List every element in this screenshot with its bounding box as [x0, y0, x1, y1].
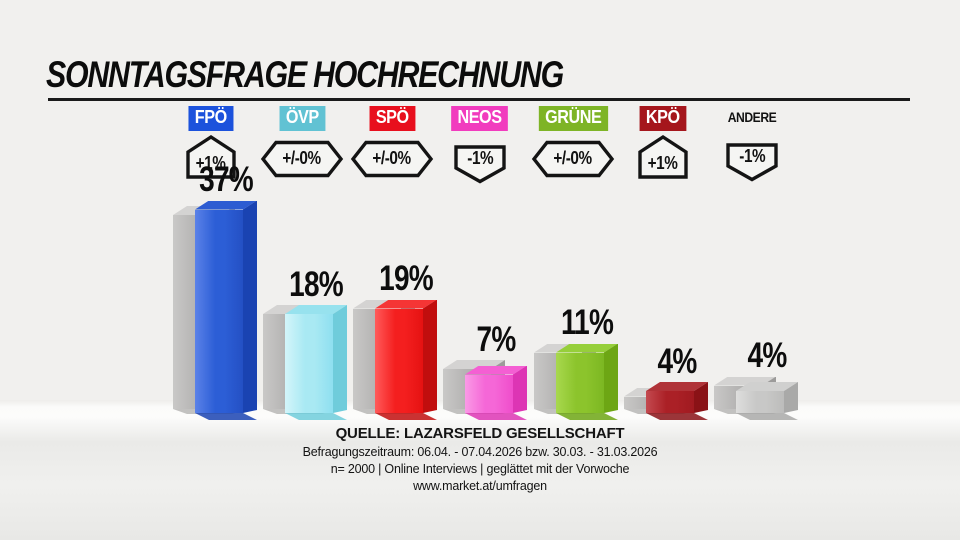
hexagon-shape-icon [260, 140, 344, 177]
change-value: -1% [739, 145, 765, 166]
current-value-bar [556, 343, 618, 420]
party-column-ovp: ÖVP +/-0% [257, 106, 347, 178]
party-name-badge: GRÜNE [538, 106, 608, 131]
party-column-gruene: GRÜNE +/-0% [528, 106, 618, 178]
party-column-kpo: KPÖ +1% [618, 106, 708, 180]
change-value: +/-0% [372, 148, 412, 169]
current-value-bar [646, 382, 708, 420]
floor-background [0, 400, 960, 540]
value-label: 4% [747, 336, 788, 375]
trend-neutral-badge: +/-0% [260, 140, 344, 178]
title-underline [48, 98, 910, 101]
current-value-bar [375, 299, 437, 420]
change-value: +1% [196, 153, 226, 174]
party-name-badge: KPÖ [639, 106, 687, 131]
current-value-bar [736, 382, 798, 420]
change-value: +1% [648, 153, 678, 174]
change-value: +/-0% [553, 148, 593, 169]
trend-up-badge: +1% [637, 134, 689, 180]
value-label: 4% [657, 341, 698, 381]
value-label: 11% [560, 303, 614, 342]
sample-info-line: n= 2000 | Online Interviews | geglättet … [330, 462, 630, 476]
party-column-spo: SPÖ +/-0% [347, 106, 437, 178]
change-value: -1% [467, 147, 493, 168]
value-label: 18% [289, 264, 343, 304]
arrow-up-shape-icon [186, 134, 236, 179]
arrow-down-shape-icon [454, 145, 506, 184]
trend-neutral-badge: +/-0% [350, 140, 434, 178]
arrow-up-shape-icon [638, 134, 688, 179]
party-name-badge: SPÖ [369, 106, 415, 131]
party-column-andere: ANDERE -1% [707, 106, 797, 182]
party-name-badge: NEOS [451, 106, 509, 131]
hexagon-shape-icon [350, 140, 434, 177]
value-label: 37% [199, 160, 253, 199]
survey-period-line: Befragungszeitraum: 06.04. - 07.04.2026 … [302, 445, 658, 459]
source-line: QUELLE: LAZARSFELD GESELLSCHAFT [335, 425, 625, 442]
trend-neutral-badge: +/-0% [531, 140, 615, 178]
hexagon-shape-icon [531, 140, 615, 177]
change-value: +/-0% [282, 148, 322, 169]
page-title: SONNTAGSFRAGE HOCHRECHNUNG [46, 54, 564, 95]
trend-down-badge: -1% [453, 144, 507, 184]
party-column-fpo: FPÖ +1% [166, 106, 256, 180]
current-value-bar [195, 200, 257, 420]
current-value-bar [285, 305, 347, 420]
trend-up-badge: +1% [185, 134, 237, 180]
current-value-bar [465, 365, 527, 420]
source-block: QUELLE: LAZARSFELD GESELLSCHAFT Befragun… [0, 425, 960, 493]
party-column-neos: NEOS -1% [435, 106, 525, 184]
party-name-badge: ÖVP [279, 106, 325, 131]
value-label: 7% [476, 319, 517, 359]
arrow-down-shape-icon [726, 143, 778, 182]
party-name-label: ANDERE [727, 110, 777, 125]
party-name-badge: FPÖ [188, 106, 234, 131]
trend-down-badge: -1% [725, 142, 779, 182]
website-line: www.market.at/umfragen [413, 479, 547, 493]
value-label: 19% [379, 259, 433, 298]
